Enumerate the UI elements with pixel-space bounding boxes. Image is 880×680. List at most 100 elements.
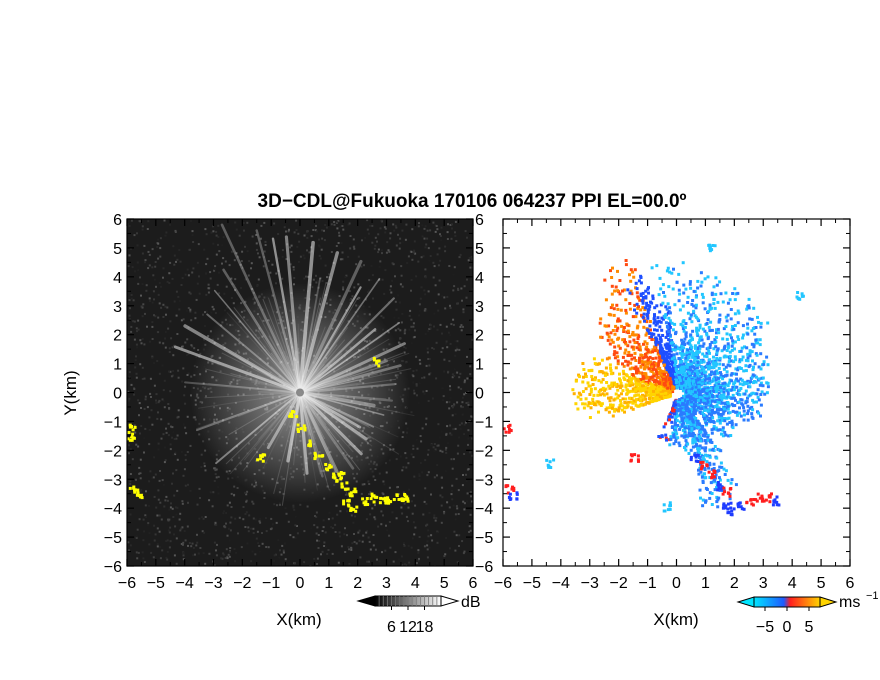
noise-pixel [169,370,172,373]
velocity-pixel [698,488,702,492]
velocity-pixel [721,428,725,432]
velocity-pixel [741,336,745,340]
noise-pixel [222,236,225,239]
velocity-pixel [593,362,597,366]
velocity-pixel [703,449,707,453]
noise-pixel [438,247,441,250]
noise-pixel [453,374,456,377]
noise-pixel [245,500,248,503]
velocity-pixel [705,351,709,355]
velocity-pixel [692,309,696,313]
yellow-echo-pixel [136,491,140,495]
noise-pixel [214,469,217,472]
noise-pixel [178,249,181,251]
velocity-pixel [741,324,745,328]
noise-pixel [259,521,262,524]
noise-pixel [426,523,429,526]
noise-pixel [451,373,454,376]
velocity-pixel [749,380,753,384]
noise-pixel [215,554,218,557]
velocity-pixel [624,342,628,346]
velocity-pixel [693,395,697,399]
velocity-pixel [671,342,675,346]
noise-pixel [221,244,224,247]
noise-pixel [271,263,274,266]
yellow-echo-pixel [303,426,307,430]
noise-pixel [203,462,206,465]
velocity-pixel [654,336,658,340]
noise-pixel [135,443,138,446]
noise-pixel [148,416,151,419]
velocity-pixel [655,304,659,308]
noise-pixel [466,278,468,281]
velocity-pixel [699,470,703,474]
noise-pixel [159,237,162,240]
velocity-pixel [744,389,748,393]
velocity-pixel [618,377,621,381]
noise-pixel [202,313,204,316]
noise-pixel [194,317,197,320]
velocity-pixel [616,319,620,323]
noise-pixel [388,521,391,523]
velocity-pixel [610,406,614,410]
velocity-pixel [616,269,619,273]
noise-pixel [139,276,141,279]
noise-pixel [165,556,168,559]
velocity-pixel [587,401,591,405]
noise-pixel [468,525,471,528]
velocity-pixel [690,429,694,433]
noise-pixel [454,372,457,374]
noise-pixel [441,295,444,298]
noise-pixel [326,276,328,279]
noise-pixel [258,550,261,553]
velocity-pixel [667,330,670,334]
noise-pixel [186,268,189,271]
noise-pixel [455,346,458,349]
velocity-pixel [628,291,632,295]
velocity-pixel [652,321,656,325]
velocity-pixel [694,444,698,448]
velocity-pixel [579,393,583,397]
noise-pixel [434,230,437,233]
velocity-pixel [622,328,626,332]
noise-pixel [228,555,231,558]
velocity-pixel [621,397,625,401]
velocity-pixel [693,436,697,440]
noise-pixel [435,517,438,519]
noise-pixel [172,516,175,518]
noise-pixel [164,337,167,340]
noise-pixel [313,524,316,527]
velocity-pixel [710,467,714,471]
noise-pixel [320,248,323,251]
noise-pixel [400,274,403,277]
noise-pixel [382,316,385,319]
velocity-pixel [659,303,663,307]
noise-pixel [308,251,311,254]
velocity-pixel [751,416,755,420]
velocity-pixel [612,313,616,317]
noise-pixel [135,478,137,481]
velocity-pixel [670,410,674,414]
noise-pixel [327,549,330,551]
x-tick-label: 0 [296,575,305,592]
yellow-echo-pixel [340,476,343,480]
noise-pixel [279,549,281,552]
noise-pixel [467,429,470,432]
noise-pixel [299,503,302,506]
velocity-pixel [752,400,756,404]
noise-pixel [213,480,216,482]
velocity-pixel [730,359,734,363]
velocity-pixel [696,286,700,290]
noise-pixel [139,220,142,223]
velocity-pixel [755,400,758,404]
velocity-pixel [613,289,617,293]
velocity-pixel [667,352,671,356]
noise-pixel [412,444,415,447]
velocity-pixel [704,500,707,504]
velocity-pixel [751,408,755,412]
noise-pixel [449,547,451,550]
noise-pixel [159,557,162,560]
velocity-pixel [624,373,628,377]
noise-pixel [350,546,353,549]
velocity-pixel [683,343,687,346]
